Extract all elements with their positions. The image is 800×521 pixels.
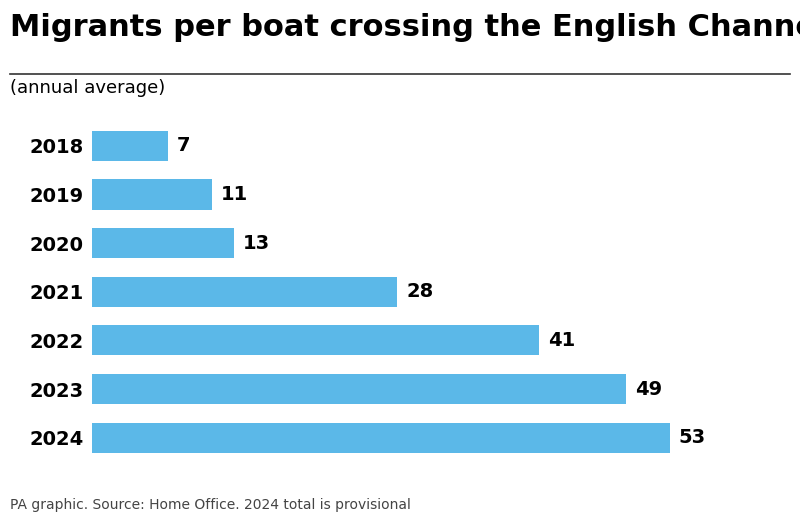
Bar — [92, 277, 398, 307]
Text: (annual average): (annual average) — [10, 79, 165, 97]
Text: 28: 28 — [406, 282, 434, 301]
Bar — [92, 131, 168, 161]
Text: 11: 11 — [221, 185, 248, 204]
Bar — [92, 228, 234, 258]
Text: 41: 41 — [548, 331, 575, 350]
Text: PA graphic. Source: Home Office. 2024 total is provisional: PA graphic. Source: Home Office. 2024 to… — [10, 498, 410, 512]
Bar — [92, 374, 626, 404]
Bar — [92, 325, 539, 355]
Text: 53: 53 — [678, 428, 706, 447]
Bar — [92, 423, 670, 453]
Text: 49: 49 — [635, 380, 662, 399]
Text: 13: 13 — [242, 233, 270, 253]
Text: Migrants per boat crossing the English Channel: Migrants per boat crossing the English C… — [10, 13, 800, 42]
Text: 7: 7 — [177, 137, 190, 155]
Bar — [92, 179, 212, 209]
